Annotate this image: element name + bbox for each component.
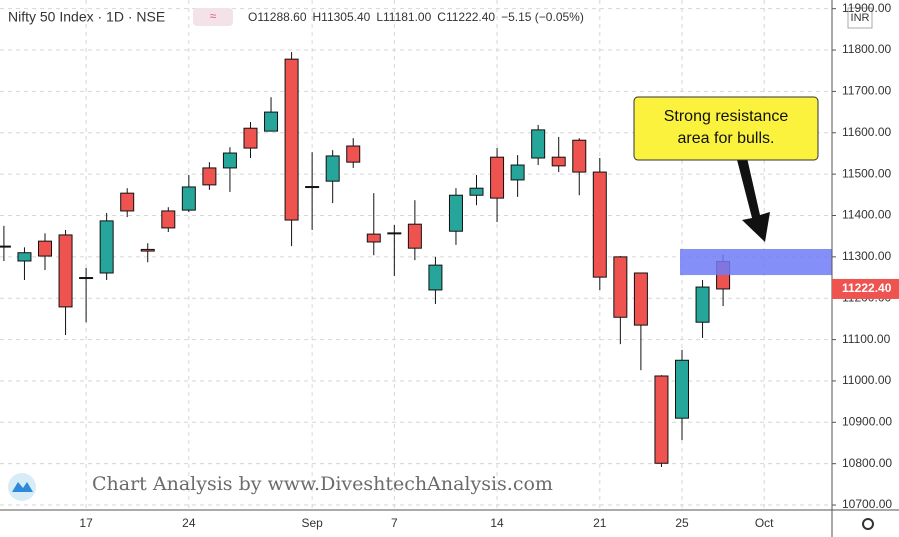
candle-body <box>387 232 402 235</box>
currency-box <box>847 7 873 29</box>
candle-body <box>17 252 32 262</box>
ohlc-legend: O11288.60 H11305.40 L11181.00 C11222.40 −5.1… <box>248 10 584 24</box>
candle-body <box>490 156 505 199</box>
candle-body <box>366 233 381 243</box>
annotation-box <box>633 96 819 161</box>
candle-body <box>695 286 710 323</box>
candle-body <box>510 164 525 181</box>
candle-body <box>38 240 53 257</box>
x-tick-label: Oct <box>755 516 774 530</box>
candle-body <box>305 186 320 189</box>
candle-body <box>592 171 607 278</box>
y-tick-label: 11300.00 <box>842 249 891 263</box>
y-tick-label: 11400.00 <box>842 208 891 222</box>
ohlc-value: C11222.40 <box>437 10 495 24</box>
x-tick-label: 17 <box>79 516 93 530</box>
x-tick-label: 7 <box>391 516 398 530</box>
x-tick-label: 21 <box>593 516 607 530</box>
candle-body <box>161 210 176 229</box>
y-tick-label: 11900.00 <box>842 1 891 15</box>
candle-body <box>428 264 443 291</box>
candle-body <box>284 58 299 221</box>
candle-body <box>551 156 566 167</box>
candle-body <box>448 194 463 232</box>
y-tick-label: 11700.00 <box>842 84 891 98</box>
candle-body <box>79 277 94 280</box>
candle-body <box>222 152 237 169</box>
candle-body <box>243 127 258 149</box>
candle-body <box>613 256 628 318</box>
y-tick-label: 11800.00 <box>842 42 891 56</box>
y-tick-label: 11500.00 <box>842 166 891 180</box>
x-tick-label: Sep <box>301 516 323 530</box>
candle-body <box>325 155 340 182</box>
candle-body <box>407 223 422 249</box>
ohlc-value: O11288.60 <box>248 10 307 24</box>
candle-body <box>99 220 114 274</box>
candle-body <box>346 145 361 163</box>
x-tick-label: 25 <box>675 516 689 530</box>
compare-icon[interactable]: ≈ <box>210 9 217 23</box>
compare-button[interactable] <box>193 8 233 26</box>
ohlc-value: L11181.00 <box>376 10 431 24</box>
candle-body <box>181 186 196 211</box>
candle-body <box>633 272 648 326</box>
y-tick-label: 10900.00 <box>842 414 892 428</box>
candle-body <box>572 139 587 173</box>
watermark: Chart Analysis by www.DiveshtechAnalysis… <box>92 473 553 495</box>
y-tick-label: 11100.00 <box>842 332 891 346</box>
annotation-line: area for bulls. <box>678 130 775 147</box>
candle-body <box>469 187 484 196</box>
candle-body <box>654 375 669 464</box>
candle-body <box>0 245 11 248</box>
currency: INR <box>851 12 870 24</box>
x-tick-label: 24 <box>182 516 196 530</box>
ohlc-value: −5.15 (−0.05%) <box>501 10 584 24</box>
candle-body <box>58 234 73 308</box>
arrow <box>735 149 770 242</box>
candle-body <box>264 111 279 132</box>
y-tick-label: 10700.00 <box>842 497 892 511</box>
x-tick-label: 14 <box>490 516 504 530</box>
annotation: Strong resistance area for bulls. <box>664 108 789 147</box>
resistance-zone <box>680 249 832 276</box>
symbol: Nifty 50 Index · 1D · NSE <box>8 9 165 25</box>
y-tick-label: 10800.00 <box>842 456 892 470</box>
candle-body <box>202 167 217 186</box>
annotation-line: Strong resistance <box>664 108 789 125</box>
settings-icon[interactable] <box>862 518 874 530</box>
price-tag-label: 11222.40 <box>842 281 892 295</box>
logo-mark <box>12 482 33 492</box>
ohlc-value: H11305.40 <box>313 10 371 24</box>
y-tick-label: 11600.00 <box>842 125 891 139</box>
candle-body <box>140 248 155 252</box>
price-tag <box>832 278 899 299</box>
y-tick-label: 11000.00 <box>842 373 891 387</box>
candle-body <box>531 129 546 159</box>
candle-body <box>120 192 135 212</box>
candle-body <box>674 359 689 419</box>
